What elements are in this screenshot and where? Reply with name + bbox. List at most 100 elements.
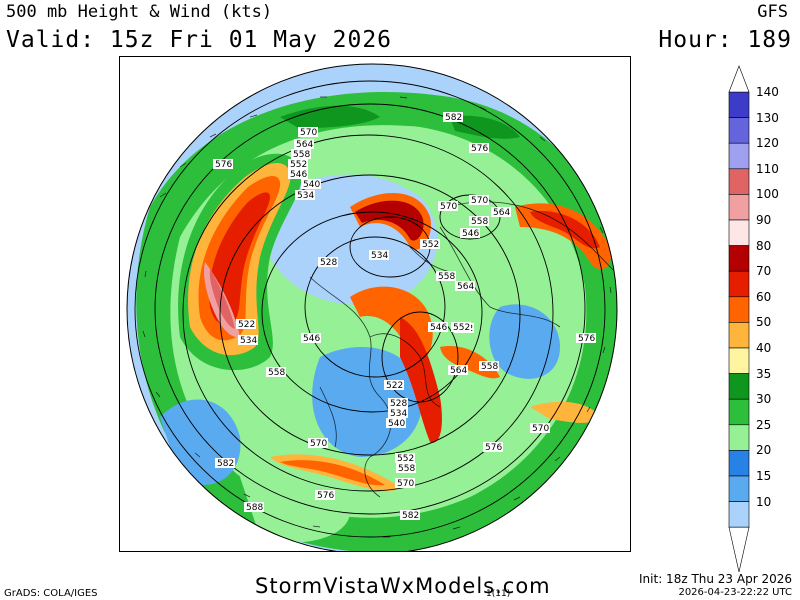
height-label: 528 — [320, 258, 337, 268]
legend-swatch — [728, 450, 750, 477]
legend-label: 110 — [756, 161, 779, 176]
height-label: 546 — [430, 323, 447, 333]
height-label: 534 — [390, 409, 407, 419]
height-label: 552 — [453, 323, 470, 333]
height-label: 522 — [238, 320, 255, 330]
height-label: 552 — [397, 454, 414, 464]
legend-label: 35 — [756, 366, 772, 381]
height-label-bg — [420, 239, 440, 249]
height-label: 570 — [440, 202, 457, 212]
height-label: 558 — [438, 272, 455, 282]
height-label-bg — [266, 367, 286, 377]
height-label: 576 — [317, 491, 334, 501]
height-label-bg — [396, 463, 416, 473]
height-label: 540 — [303, 180, 320, 190]
legend-swatch — [728, 373, 750, 400]
legend-label: 30 — [756, 392, 772, 407]
height-label-bg — [530, 423, 550, 433]
height-label-bg — [294, 139, 314, 149]
height-label-bg — [386, 418, 406, 428]
height-label-bg — [455, 281, 475, 291]
legend-label: 100 — [756, 187, 779, 202]
height-label-bg — [469, 195, 489, 205]
height-label: 582 — [402, 511, 419, 521]
site-watermark: StormVistaWxModels.com — [255, 574, 551, 598]
height-label-bg — [291, 149, 311, 159]
height-label: 582 — [445, 113, 462, 123]
legend-swatch — [728, 270, 750, 298]
legend-bottom-arrow — [728, 526, 750, 573]
height-label-bg — [483, 442, 503, 452]
height-label-bg — [428, 322, 448, 332]
height-label-bg — [295, 190, 315, 200]
color-scale-bar — [728, 65, 750, 573]
height-label: 522 — [386, 381, 403, 391]
height-labels: 5705645585525465405345765825705765705645… — [213, 112, 596, 521]
polar-map: 5705645585525465405345765825705765705645… — [126, 63, 618, 551]
height-label-bg — [400, 510, 420, 520]
height-label-bg — [460, 228, 480, 238]
height-label-bg — [215, 458, 235, 468]
height-label-bg — [395, 478, 415, 488]
grads-credit: GrADS: COLA/IGES — [4, 588, 98, 599]
height-label: 564 — [296, 140, 313, 150]
height-label: 528 — [390, 399, 407, 409]
height-label-bg — [301, 333, 321, 343]
height-label: 564 — [493, 208, 510, 218]
height-label-bg — [315, 490, 335, 500]
legend-label: 120 — [756, 136, 779, 151]
height-label-bg — [448, 365, 468, 375]
legend-label: 40 — [756, 341, 772, 355]
height-label-bg — [438, 201, 458, 211]
height-label: 576 — [485, 443, 502, 453]
height-label-bg — [238, 335, 258, 345]
height-label: 576 — [578, 334, 595, 344]
color-scale-legend: 140 130 120 110 100 90 80 70 60 50 40 35 30 25 20 15 10 — [726, 64, 800, 576]
height-label: 558 — [268, 368, 285, 378]
height-label-bg — [236, 319, 256, 329]
legend-swatch — [728, 398, 750, 426]
legend-label: 90 — [756, 213, 772, 227]
legend-swatch — [728, 475, 750, 502]
height-label: 552 — [422, 240, 439, 250]
legend-label: 130 — [756, 110, 779, 125]
height-label-bg — [288, 169, 308, 179]
height-label-bg — [436, 271, 456, 281]
legend-swatch — [728, 424, 750, 451]
legend-swatch — [728, 501, 750, 528]
height-label: 558 — [471, 217, 488, 227]
height-label: 564 — [450, 366, 467, 376]
height-label: 546 — [462, 229, 479, 239]
forecast-hour: Hour: 189 — [658, 27, 792, 53]
chart-title: 500 mb Height & Wind (kts) — [6, 2, 273, 22]
legend-label: 60 — [756, 289, 772, 304]
height-label: 570 — [532, 424, 549, 434]
height-label: 558 — [481, 362, 498, 372]
model-name: GFS — [757, 2, 788, 22]
legend-swatch — [728, 117, 750, 144]
height-label-bg — [388, 408, 408, 418]
height-label: 540 — [388, 419, 405, 429]
height-label-bg — [443, 112, 463, 122]
height-label-bg — [479, 361, 499, 371]
height-label: 546 — [290, 170, 307, 180]
height-label-bg — [395, 453, 415, 463]
height-label: 570 — [310, 439, 327, 449]
height-label: 558 — [398, 464, 415, 474]
height-label-bg — [288, 159, 308, 169]
height-label-bg — [491, 207, 511, 217]
legend-swatch — [728, 296, 750, 323]
legend-swatch — [728, 322, 750, 349]
legend-swatch — [728, 194, 750, 221]
legend-label: 140 — [756, 85, 779, 99]
height-label: 588 — [246, 503, 263, 513]
height-label-bg — [308, 438, 328, 448]
height-label: 534 — [297, 191, 314, 201]
height-label: 546 — [303, 334, 320, 344]
height-label-bg — [244, 502, 264, 512]
legend-label: 10 — [756, 494, 772, 509]
height-label: 582 — [217, 459, 234, 469]
legend-swatch — [728, 347, 750, 374]
legend-label: 70 — [756, 264, 772, 279]
legend-swatch — [728, 219, 750, 246]
